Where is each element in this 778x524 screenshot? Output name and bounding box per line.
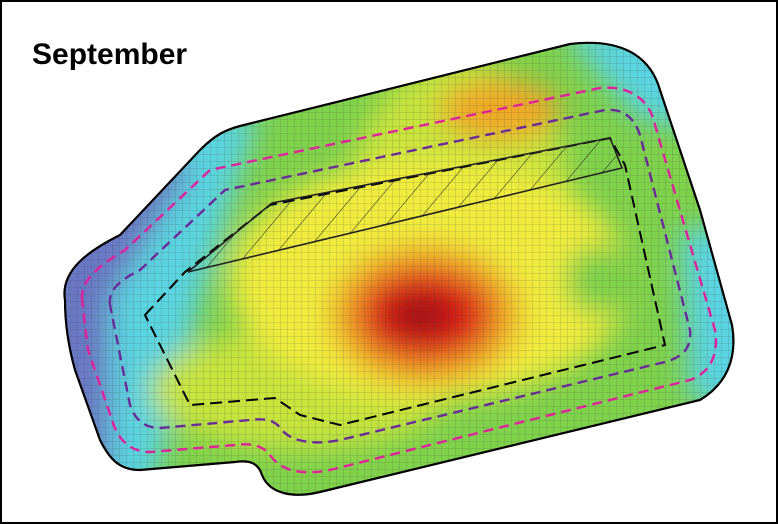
hatched-zone-outline (187, 137, 624, 273)
site-outline (63, 41, 735, 496)
panel-title: September (32, 38, 187, 71)
middle-boundary (108, 108, 692, 444)
outer-boundary (80, 86, 718, 474)
